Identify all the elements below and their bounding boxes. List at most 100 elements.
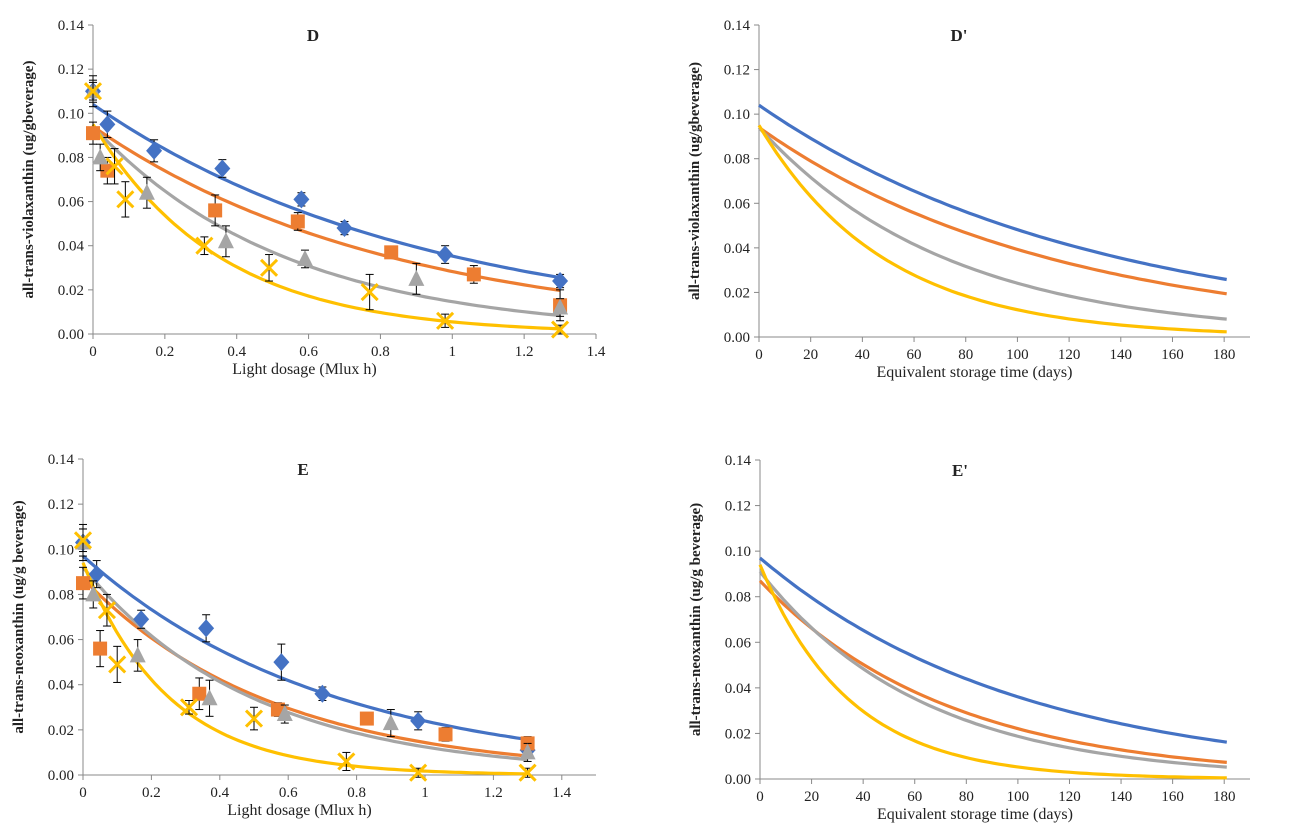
y-tick-label: 0.08 <box>725 590 751 606</box>
y-tick-label: 0.14 <box>725 453 752 469</box>
x-tick-label: 0.2 <box>155 344 174 360</box>
diamond-marker <box>133 610 150 629</box>
x-marker <box>244 709 264 728</box>
y-tick-label: 0.02 <box>725 726 751 742</box>
x-tick-label: 1.4 <box>552 785 571 801</box>
x-tick-label: 180 <box>1213 347 1236 363</box>
x-tick-label: 20 <box>803 347 818 363</box>
x-tick-label: 0 <box>756 789 764 805</box>
x-tick-label: 0.4 <box>227 344 246 360</box>
x-marker <box>518 763 537 782</box>
fit-curve-series-1 <box>758 103 1227 282</box>
y-axis-label: all-trans-neoxanthin (ug/g beverage) <box>11 500 27 733</box>
x-tick-label: 140 <box>1110 789 1133 805</box>
x-tick-label: 0 <box>755 347 763 363</box>
square-marker <box>93 641 108 656</box>
diamond-marker <box>88 565 105 584</box>
triangle-marker <box>138 183 155 200</box>
x-tick-label: 100 <box>1006 347 1029 363</box>
fit-curve-series-2 <box>758 126 1227 296</box>
x-tick-label: 0 <box>89 344 97 360</box>
x-marker <box>105 157 124 176</box>
x-marker <box>195 236 214 255</box>
x-axis-label: Light dosage (Mlux h) <box>227 802 371 819</box>
y-axis-label: all-trans-neoxanthin (ug/g beverage) <box>688 503 704 736</box>
x-tick-label: 80 <box>958 347 973 363</box>
square-marker <box>76 576 90 591</box>
y-tick-label: 0.00 <box>724 330 750 346</box>
y-tick-label: 0.12 <box>48 497 74 513</box>
x-tick-label: 140 <box>1110 347 1133 363</box>
y-tick-label: 0.10 <box>725 544 751 560</box>
triangle-marker <box>519 743 536 760</box>
x-tick-label: 1 <box>449 344 457 360</box>
y-tick-label: 0.14 <box>48 452 75 468</box>
x-marker <box>108 655 127 674</box>
fit-curve-series-3 <box>91 125 561 318</box>
y-tick-label: 0.10 <box>724 107 750 123</box>
y-tick-label: 0.14 <box>724 18 751 34</box>
x-marker <box>179 698 199 717</box>
diamond-marker <box>410 711 427 730</box>
y-tick-label: 0.02 <box>58 283 84 299</box>
x-tick-label: 120 <box>1058 789 1081 805</box>
triangle-marker <box>296 249 313 266</box>
y-tick-label: 0.12 <box>725 499 751 515</box>
diamond-marker <box>314 684 331 703</box>
y-tick-label: 0.02 <box>48 723 74 739</box>
triangle-marker <box>552 298 569 315</box>
x-tick-label: 40 <box>855 347 870 363</box>
x-marker <box>436 311 455 330</box>
x-marker <box>337 752 356 771</box>
fit-curve-series-1 <box>92 103 561 280</box>
x-tick-label: 0 <box>79 785 87 801</box>
x-tick-label: 0.6 <box>279 785 298 801</box>
diamond-marker <box>552 272 569 291</box>
y-tick-label: 0.02 <box>724 285 750 301</box>
square-marker <box>290 214 305 229</box>
chart-panel-E: 0.00 0.02 0.04 0.06 0.08 0.10 0.12 0.14 0 0.2 0.4 0… <box>11 452 596 819</box>
x-marker <box>259 258 279 277</box>
diamond-marker <box>336 219 353 238</box>
x-marker <box>551 320 570 339</box>
panel-title: D' <box>951 26 968 45</box>
x-axis-label: Equivalent storage time (days) <box>877 806 1073 823</box>
x-axis-label: Light dosage (Mlux h) <box>232 361 376 378</box>
x-tick-label: 0.6 <box>299 344 318 360</box>
square-marker <box>208 203 223 218</box>
triangle-marker <box>129 646 146 663</box>
y-axis-label: all-trans-violaxanthin (ug/gbeverage) <box>687 62 703 300</box>
y-tick-label: 0.12 <box>58 62 84 78</box>
square-marker <box>438 727 453 742</box>
panel-title: D <box>307 26 319 45</box>
x-tick-label: 120 <box>1058 347 1081 363</box>
x-tick-label: 0.8 <box>347 785 366 801</box>
y-tick-label: 0.06 <box>48 633 75 649</box>
y-tick-label: 0.08 <box>48 587 74 603</box>
square-marker <box>359 711 374 726</box>
fit-curve-series-4 <box>91 123 561 331</box>
fit-curve-series-3 <box>757 126 1227 321</box>
y-tick-label: 0.10 <box>58 106 84 122</box>
y-tick-label: 0.04 <box>58 239 85 255</box>
y-tick-label: 0.00 <box>48 768 74 784</box>
triangle-marker <box>382 714 399 731</box>
square-marker <box>192 686 207 701</box>
y-tick-label: 0.06 <box>725 635 752 651</box>
x-marker <box>360 283 379 302</box>
fit-curve-series-4 <box>757 124 1227 334</box>
x-tick-label: 60 <box>907 789 922 805</box>
x-marker <box>409 763 428 782</box>
x-tick-label: 0.2 <box>142 785 161 801</box>
x-tick-label: 1.4 <box>587 344 606 360</box>
x-tick-label: 20 <box>804 789 819 805</box>
y-axis-label: all-trans-violaxanthin (ug/gbeverage) <box>21 61 37 299</box>
y-tick-label: 0.04 <box>725 681 752 697</box>
x-tick-label: 1 <box>421 785 429 801</box>
x-tick-label: 0.4 <box>210 785 229 801</box>
x-axis-label: Equivalent storage time (days) <box>877 364 1073 381</box>
triangle-marker <box>201 689 218 706</box>
y-tick-label: 0.12 <box>724 63 750 79</box>
panel-title: E <box>297 460 308 479</box>
